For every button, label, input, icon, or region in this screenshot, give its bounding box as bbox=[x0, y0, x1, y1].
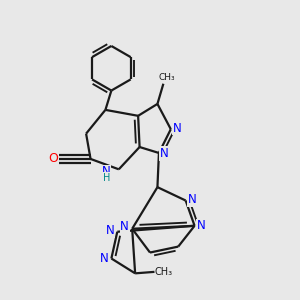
Text: N: N bbox=[173, 122, 182, 135]
Text: N: N bbox=[106, 224, 114, 237]
Text: O: O bbox=[48, 152, 58, 165]
Text: N: N bbox=[100, 252, 108, 265]
Text: CH₃: CH₃ bbox=[155, 267, 173, 277]
Text: N: N bbox=[197, 219, 206, 232]
Text: N: N bbox=[120, 220, 129, 233]
Text: N: N bbox=[160, 147, 169, 160]
Text: N: N bbox=[188, 193, 197, 206]
Text: CH₃: CH₃ bbox=[158, 73, 175, 82]
Text: N: N bbox=[102, 165, 111, 178]
Text: H: H bbox=[103, 172, 110, 183]
